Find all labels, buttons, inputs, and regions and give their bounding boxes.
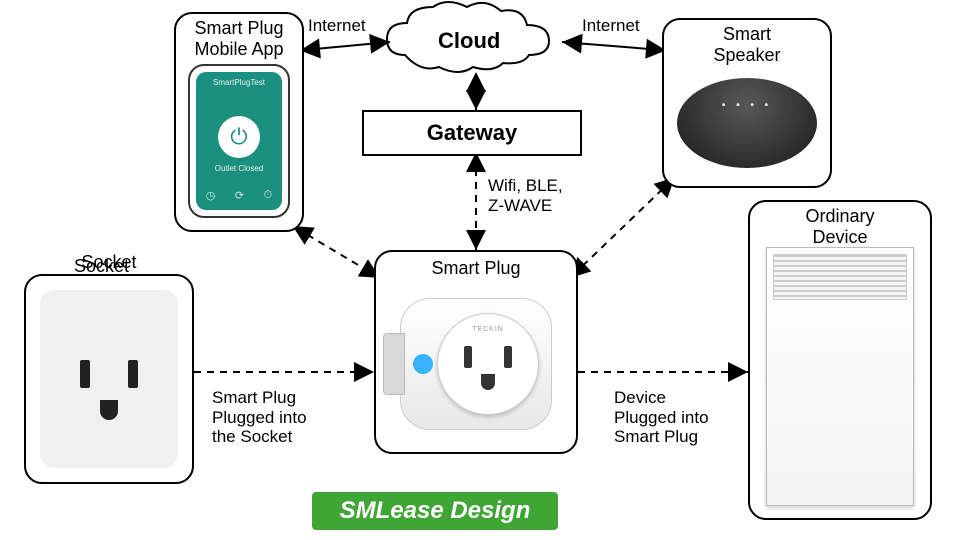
phone-icon: SmartPlugTest ⏻ Outlet Closed ◷⟳⏱ <box>188 64 290 218</box>
gateway-title: Gateway <box>427 120 518 146</box>
socket-title-inner: Socket <box>74 256 129 277</box>
ac-icon <box>766 247 914 506</box>
edge-speaker-cloud <box>562 42 662 50</box>
mobile-app-node: Smart Plug Mobile App SmartPlugTest ⏻ Ou… <box>174 12 304 232</box>
smart-plug-title: Smart Plug <box>376 258 576 279</box>
speaker-icon: • • • • <box>677 78 817 168</box>
mobile-app-title: Smart Plug Mobile App <box>176 18 302 59</box>
label-socket-to-plug: Smart Plug Plugged into the Socket <box>212 388 307 447</box>
label-internet-right: Internet <box>582 16 640 36</box>
ordinary-device-node: Ordinary Device <box>748 200 932 520</box>
smart-plug-node: Smart Plug TECKIN <box>374 250 578 454</box>
cloud-title: Cloud <box>438 28 500 53</box>
edge-app-plug <box>296 228 380 278</box>
edge-speaker-plug <box>570 180 672 278</box>
brand-badge: SMLease Design <box>312 492 558 530</box>
smart-plug-icon: TECKIN <box>400 298 552 430</box>
edge-app-cloud <box>304 42 390 50</box>
label-internet-left: Internet <box>308 16 366 36</box>
label-wifi: Wifi, BLE, Z-WAVE <box>488 176 563 215</box>
smart-speaker-node: Smart Speaker • • • • <box>662 18 832 188</box>
smart-speaker-title: Smart Speaker <box>664 24 830 65</box>
plug-brand: TECKIN <box>472 326 504 333</box>
gateway-node: Gateway <box>362 110 582 156</box>
socket-icon <box>40 290 178 468</box>
ordinary-device-title: Ordinary Device <box>750 206 930 247</box>
label-plug-to-device: Device Plugged into Smart Plug <box>614 388 709 447</box>
socket-node: Socket <box>24 274 194 484</box>
